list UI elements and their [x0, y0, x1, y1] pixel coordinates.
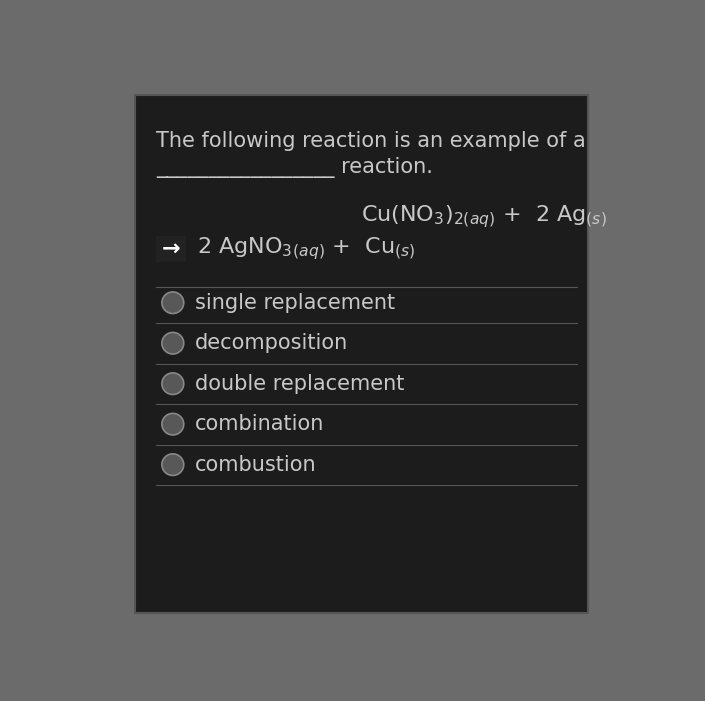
Circle shape: [162, 292, 184, 313]
Text: combustion: combustion: [195, 455, 317, 475]
Text: combination: combination: [195, 414, 324, 434]
Text: double replacement: double replacement: [195, 374, 404, 394]
Text: The following reaction is an example of a: The following reaction is an example of …: [157, 131, 586, 151]
Circle shape: [162, 373, 184, 395]
Bar: [157, 236, 186, 261]
Bar: [135, 95, 588, 613]
Text: _________________ reaction.: _________________ reaction.: [157, 157, 434, 178]
Text: single replacement: single replacement: [195, 293, 395, 313]
Circle shape: [162, 454, 184, 475]
Text: decomposition: decomposition: [195, 333, 348, 353]
Circle shape: [162, 414, 184, 435]
Text: 2 AgNO$_3$$_{(aq)}$ +  Cu$_{(s)}$: 2 AgNO$_3$$_{(aq)}$ + Cu$_{(s)}$: [197, 236, 416, 262]
Text: Cu(NO$_3$)$_{2(aq)}$ +  2 Ag$_{(s)}$: Cu(NO$_3$)$_{2(aq)}$ + 2 Ag$_{(s)}$: [362, 203, 607, 230]
Circle shape: [162, 332, 184, 354]
Text: →: →: [162, 239, 180, 259]
